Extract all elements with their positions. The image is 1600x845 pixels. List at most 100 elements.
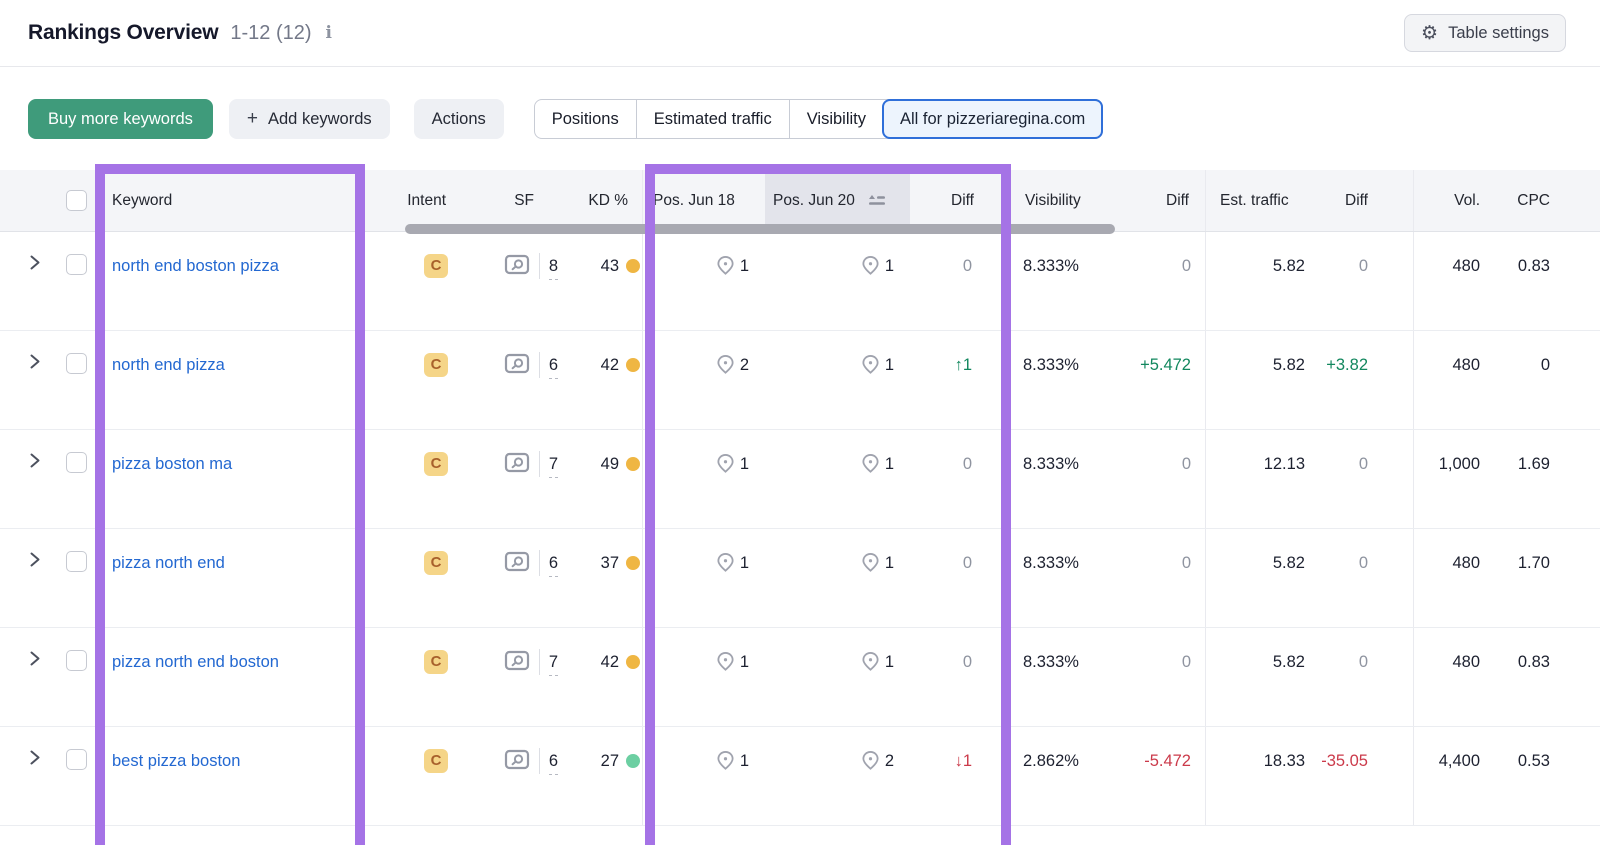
serp-features-icon[interactable] <box>504 749 530 772</box>
pos-jun18-cell: 1 <box>642 232 765 330</box>
pos-diff-value: ↑1 <box>954 356 972 374</box>
sf-cell: 8 <box>460 232 560 330</box>
col-visibility-diff[interactable]: Diff <box>1166 191 1189 209</box>
chevron-right-icon[interactable] <box>29 551 41 568</box>
col-kd[interactable]: KD % <box>588 191 628 209</box>
chevron-right-icon[interactable] <box>29 452 41 469</box>
row-checkbox[interactable] <box>65 254 87 275</box>
keyword-link[interactable]: pizza north end <box>112 554 225 572</box>
keyword-link[interactable]: north end boston pizza <box>112 257 279 275</box>
rankings-table: Keyword Intent SF KD % Pos. Jun 18 Pos. … <box>0 170 1600 826</box>
volume-value: 1,000 <box>1438 455 1480 473</box>
keyword-cell: north end pizza <box>96 331 364 429</box>
col-keyword[interactable]: Keyword <box>112 191 173 209</box>
chevron-right-icon[interactable] <box>29 650 41 667</box>
visibility-diff-value: 0 <box>1181 257 1191 275</box>
intent-badge[interactable]: C <box>424 452 448 476</box>
toolbar: Buy more keywords + Add keywords Actions… <box>0 99 1600 139</box>
serp-features-icon[interactable] <box>504 452 530 475</box>
table-row: pizza boston ma C 7 49 1 <box>0 430 1600 529</box>
cpc-cell: 1.69 <box>1505 430 1600 528</box>
sf-divider <box>538 451 540 477</box>
volume-value: 4,400 <box>1438 752 1480 770</box>
volume-cell: 4,400 <box>1413 727 1505 825</box>
serp-features-icon[interactable] <box>504 650 530 673</box>
table-settings-button[interactable]: ⚙ Table settings <box>1404 14 1566 52</box>
add-keywords-button[interactable]: + Add keywords <box>228 99 390 139</box>
tab-visibility[interactable]: Visibility <box>806 109 866 128</box>
row-checkbox[interactable] <box>65 353 87 374</box>
col-visibility[interactable]: Visibility <box>1010 170 1107 231</box>
buy-more-keywords-button[interactable]: Buy more keywords <box>28 99 213 139</box>
sf-count[interactable]: 7 <box>548 650 558 676</box>
chevron-right-icon[interactable] <box>29 353 41 370</box>
intent-badge[interactable]: C <box>424 254 448 278</box>
expander-cell <box>0 430 56 528</box>
tab-positions[interactable]: Positions <box>535 100 637 138</box>
col-pos-jun18[interactable]: Pos. Jun 18 <box>642 170 765 231</box>
pos-jun18-cell: 1 <box>642 529 765 627</box>
pos-jun18-cell: 1 <box>642 628 765 726</box>
est-traffic-value: 5.82 <box>1272 554 1305 572</box>
sf-count[interactable]: 6 <box>548 551 558 577</box>
sf-count[interactable]: 7 <box>548 452 558 478</box>
cpc-cell: 0.83 <box>1505 628 1600 726</box>
pos-jun20-cell: 1 <box>765 628 910 726</box>
col-pos-jun20[interactable]: Pos. Jun 20 <box>765 170 910 231</box>
info-icon[interactable]: i <box>325 23 332 43</box>
row-checkbox[interactable] <box>65 650 87 671</box>
col-pos-diff[interactable]: Diff <box>951 191 974 209</box>
chevron-right-icon[interactable] <box>29 749 41 766</box>
intent-badge[interactable]: C <box>424 551 448 575</box>
col-sf[interactable]: SF <box>514 191 534 209</box>
select-all-checkbox[interactable] <box>65 190 87 211</box>
keyword-link[interactable]: pizza north end boston <box>112 653 279 671</box>
sf-count[interactable]: 8 <box>548 254 558 280</box>
visibility-diff-cell: -5.472 <box>1107 727 1205 825</box>
cpc-value: 0.83 <box>1517 257 1550 275</box>
serp-features-icon[interactable] <box>504 353 530 376</box>
pos-diff-cell: ↓1 <box>910 727 1010 825</box>
kd-difficulty-dot <box>626 556 640 570</box>
location-pin-icon <box>861 651 880 680</box>
sf-count[interactable]: 6 <box>548 749 558 775</box>
col-volume[interactable]: Vol. <box>1413 170 1505 231</box>
intent-badge[interactable]: C <box>424 353 448 377</box>
chevron-right-icon[interactable] <box>29 254 41 271</box>
sf-divider <box>538 253 540 279</box>
horizontal-scrollbar-thumb[interactable] <box>405 224 1115 234</box>
row-checkbox[interactable] <box>65 551 87 572</box>
intent-cell: C <box>364 529 460 627</box>
tab-all-for-domain[interactable]: All for pizzeriaregina.com <box>882 99 1104 139</box>
row-checkbox[interactable] <box>65 749 87 770</box>
pos-diff-value: 0 <box>962 653 972 671</box>
keyword-link[interactable]: best pizza boston <box>112 752 241 770</box>
visibility-cell: 8.333% <box>1010 430 1107 528</box>
keyword-link[interactable]: north end pizza <box>112 356 225 374</box>
est-traffic-diff-cell: 0 <box>1315 529 1413 627</box>
col-est-traffic-diff[interactable]: Diff <box>1345 191 1368 209</box>
sf-cell: 7 <box>460 430 560 528</box>
volume-cell: 1,000 <box>1413 430 1505 528</box>
sf-count[interactable]: 6 <box>548 353 558 379</box>
checkbox-cell <box>56 232 96 330</box>
serp-features-icon[interactable] <box>504 254 530 277</box>
col-intent[interactable]: Intent <box>407 191 446 209</box>
tab-estimated-traffic[interactable]: Estimated traffic <box>637 100 790 138</box>
col-est-traffic[interactable]: Est. traffic <box>1205 170 1315 231</box>
volume-cell: 480 <box>1413 628 1505 726</box>
actions-button[interactable]: Actions <box>413 99 504 139</box>
intent-badge[interactable]: C <box>424 650 448 674</box>
pos-jun18-value: 1 <box>739 554 749 572</box>
visibility-diff-value: 0 <box>1181 554 1191 572</box>
keyword-link[interactable]: pizza boston ma <box>112 455 233 473</box>
row-checkbox[interactable] <box>65 452 87 473</box>
volume-cell: 480 <box>1413 529 1505 627</box>
col-cpc[interactable]: CPC <box>1517 191 1550 209</box>
serp-features-icon[interactable] <box>504 551 530 574</box>
kd-difficulty-dot <box>626 457 640 471</box>
intent-badge[interactable]: C <box>424 749 448 773</box>
gear-icon: ⚙ <box>1421 22 1439 44</box>
pos-jun20-value: 2 <box>884 752 894 770</box>
location-pin-icon <box>861 453 880 482</box>
